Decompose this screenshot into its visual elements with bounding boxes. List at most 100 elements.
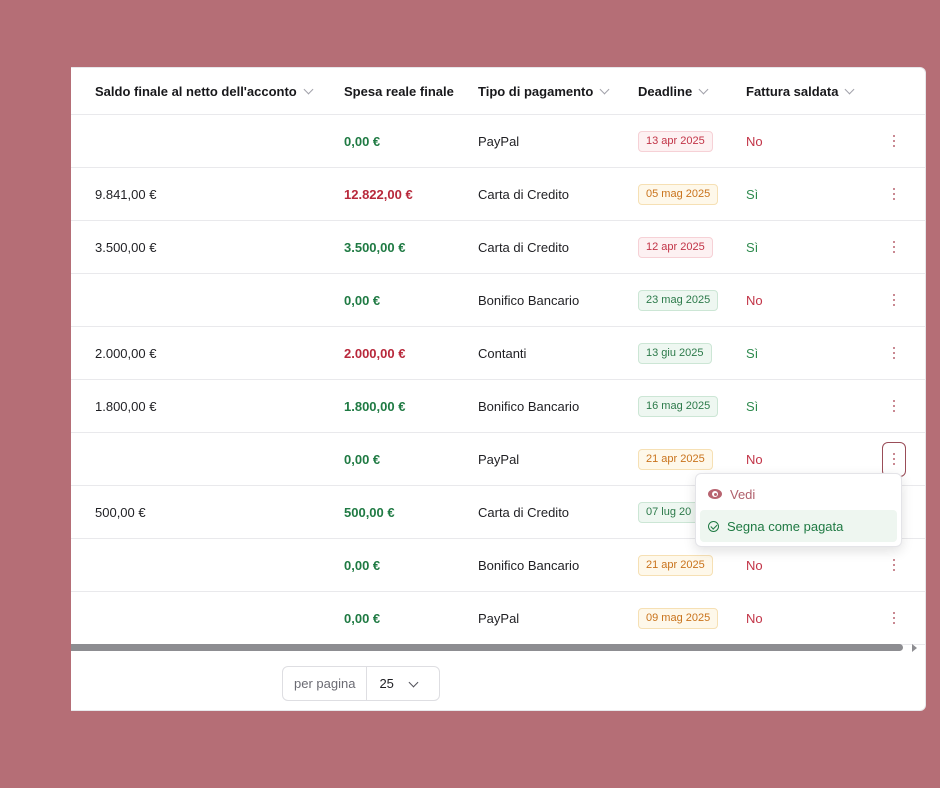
cell-deadline: 16 mag 2025 bbox=[638, 380, 719, 432]
cell-actions bbox=[882, 274, 906, 326]
cell-spesa: 0,00 € bbox=[344, 115, 380, 167]
header-spesa: Spesa reale finale bbox=[344, 68, 454, 114]
cell-fattura: No bbox=[746, 274, 763, 326]
fattura-value: No bbox=[746, 610, 763, 626]
kebab-dot bbox=[892, 144, 896, 148]
cell-spesa: 500,00 € bbox=[344, 486, 395, 538]
row-actions-button[interactable] bbox=[883, 235, 905, 259]
kebab-dot bbox=[892, 462, 896, 466]
spesa-value: 3.500,00 € bbox=[344, 239, 406, 255]
header-saldo-label: Saldo finale al netto dell'acconto bbox=[95, 83, 297, 99]
kebab-dot bbox=[892, 558, 896, 562]
cell-spesa: 2.000,00 € bbox=[344, 327, 405, 379]
row-actions-button[interactable] bbox=[883, 288, 905, 312]
cell-spesa: 0,00 € bbox=[344, 433, 380, 485]
spesa-value: 2.000,00 € bbox=[344, 345, 406, 361]
cell-spesa: 0,00 € bbox=[344, 274, 380, 326]
saldo-value: 3.500,00 € bbox=[95, 239, 157, 255]
kebab-dot bbox=[892, 457, 896, 461]
kebab-dot bbox=[892, 240, 896, 244]
kebab-dot bbox=[892, 616, 896, 620]
chevron-down-icon bbox=[408, 677, 419, 687]
kebab-dot bbox=[892, 192, 896, 196]
per-page-select[interactable]: 25 bbox=[367, 676, 419, 691]
row-actions-button[interactable] bbox=[883, 394, 905, 418]
spesa-value: 12.822,00 € bbox=[344, 186, 413, 202]
spesa-value: 0,00 € bbox=[344, 292, 381, 308]
check-circle-icon bbox=[708, 520, 719, 532]
cell-spesa: 3.500,00 € bbox=[344, 221, 405, 273]
row-actions-button[interactable] bbox=[882, 441, 906, 477]
tipo-value: Carta di Credito bbox=[478, 504, 570, 520]
chevron-down-icon bbox=[698, 84, 709, 95]
cell-tipo: Carta di Credito bbox=[478, 486, 569, 538]
deadline-badge: 09 mag 2025 bbox=[638, 607, 719, 629]
kebab-dot bbox=[892, 293, 896, 297]
tipo-value: Bonifico Bancario bbox=[478, 557, 580, 573]
kebab-dot bbox=[892, 351, 896, 355]
tipo-value: Contanti bbox=[478, 345, 527, 361]
table-row: 0,00 € PayPal 13 apr 2025 No bbox=[71, 115, 925, 168]
cell-fattura: No bbox=[746, 115, 763, 167]
spesa-value: 0,00 € bbox=[344, 133, 381, 149]
saldo-value: 1.800,00 € bbox=[95, 398, 157, 414]
table-row: 9.841,00 € 12.822,00 € Carta di Credito 05 … bbox=[71, 168, 925, 221]
menu-item-mark-paid-label: Segna come pagata bbox=[727, 518, 844, 534]
header-tipo-label: Tipo di pagamento bbox=[478, 83, 594, 99]
fattura-value: Sì bbox=[746, 186, 759, 202]
cell-actions bbox=[882, 221, 906, 273]
row-actions-button[interactable] bbox=[883, 341, 905, 365]
fattura-value: Sì bbox=[746, 398, 759, 414]
cell-actions bbox=[882, 380, 906, 432]
header-deadline[interactable]: Deadline bbox=[638, 68, 709, 114]
per-page-selector[interactable]: per pagina 25 bbox=[282, 666, 440, 701]
cell-spesa: 0,00 € bbox=[344, 539, 380, 591]
cell-deadline: 07 lug 20 bbox=[638, 486, 700, 538]
menu-item-view-label: Vedi bbox=[730, 486, 756, 502]
table-row: 0,00 € Bonifico Bancario 23 mag 2025 No bbox=[71, 274, 925, 327]
header-fattura[interactable]: Fattura saldata bbox=[746, 68, 855, 114]
kebab-dot bbox=[892, 303, 896, 307]
cell-fattura: No bbox=[746, 592, 763, 644]
row-actions-button[interactable] bbox=[883, 129, 905, 153]
scroll-right-arrow-icon[interactable] bbox=[912, 644, 917, 652]
cell-actions bbox=[882, 168, 906, 220]
row-actions-button[interactable] bbox=[883, 182, 905, 206]
menu-item-view[interactable]: Vedi bbox=[700, 478, 897, 510]
fattura-value: No bbox=[746, 557, 763, 573]
fattura-value: Sì bbox=[746, 239, 759, 255]
tipo-value: Bonifico Bancario bbox=[478, 292, 580, 308]
cell-tipo: Bonifico Bancario bbox=[478, 539, 579, 591]
row-actions-button[interactable] bbox=[883, 606, 905, 630]
kebab-dot bbox=[892, 452, 896, 456]
tipo-value: Carta di Credito bbox=[478, 186, 570, 202]
deadline-badge: 16 mag 2025 bbox=[638, 395, 719, 417]
table-row: 1.800,00 € 1.800,00 € Bonifico Bancario 16 … bbox=[71, 380, 925, 433]
per-page-label: per pagina bbox=[283, 667, 368, 700]
saldo-value: 9.841,00 € bbox=[95, 186, 157, 202]
cell-deadline: 12 apr 2025 bbox=[638, 221, 713, 273]
deadline-badge: 13 giu 2025 bbox=[638, 342, 712, 364]
menu-item-mark-paid[interactable]: Segna come pagata bbox=[700, 510, 897, 542]
header-spesa-label: Spesa reale finale bbox=[344, 83, 454, 99]
tipo-value: PayPal bbox=[478, 451, 520, 467]
cell-actions bbox=[882, 592, 906, 644]
cell-spesa: 0,00 € bbox=[344, 592, 380, 644]
header-saldo[interactable]: Saldo finale al netto dell'acconto bbox=[95, 68, 314, 114]
fattura-value: No bbox=[746, 451, 763, 467]
kebab-dot bbox=[892, 563, 896, 567]
cell-fattura: Sì bbox=[746, 380, 758, 432]
table-card: Saldo finale al netto dell'acconto Spesa… bbox=[71, 67, 926, 711]
cell-actions bbox=[882, 115, 906, 167]
row-actions-button[interactable] bbox=[883, 553, 905, 577]
cell-deadline: 05 mag 2025 bbox=[638, 168, 719, 220]
cell-tipo: Bonifico Bancario bbox=[478, 274, 579, 326]
horizontal-scrollbar[interactable] bbox=[71, 644, 903, 651]
tipo-value: PayPal bbox=[478, 610, 520, 626]
row-actions-menu: Vedi Segna come pagata bbox=[695, 473, 902, 547]
chevron-down-icon bbox=[303, 84, 314, 95]
kebab-dot bbox=[892, 621, 896, 625]
header-tipo[interactable]: Tipo di pagamento bbox=[478, 68, 610, 114]
per-page-value: 25 bbox=[379, 676, 394, 691]
cell-actions bbox=[882, 327, 906, 379]
